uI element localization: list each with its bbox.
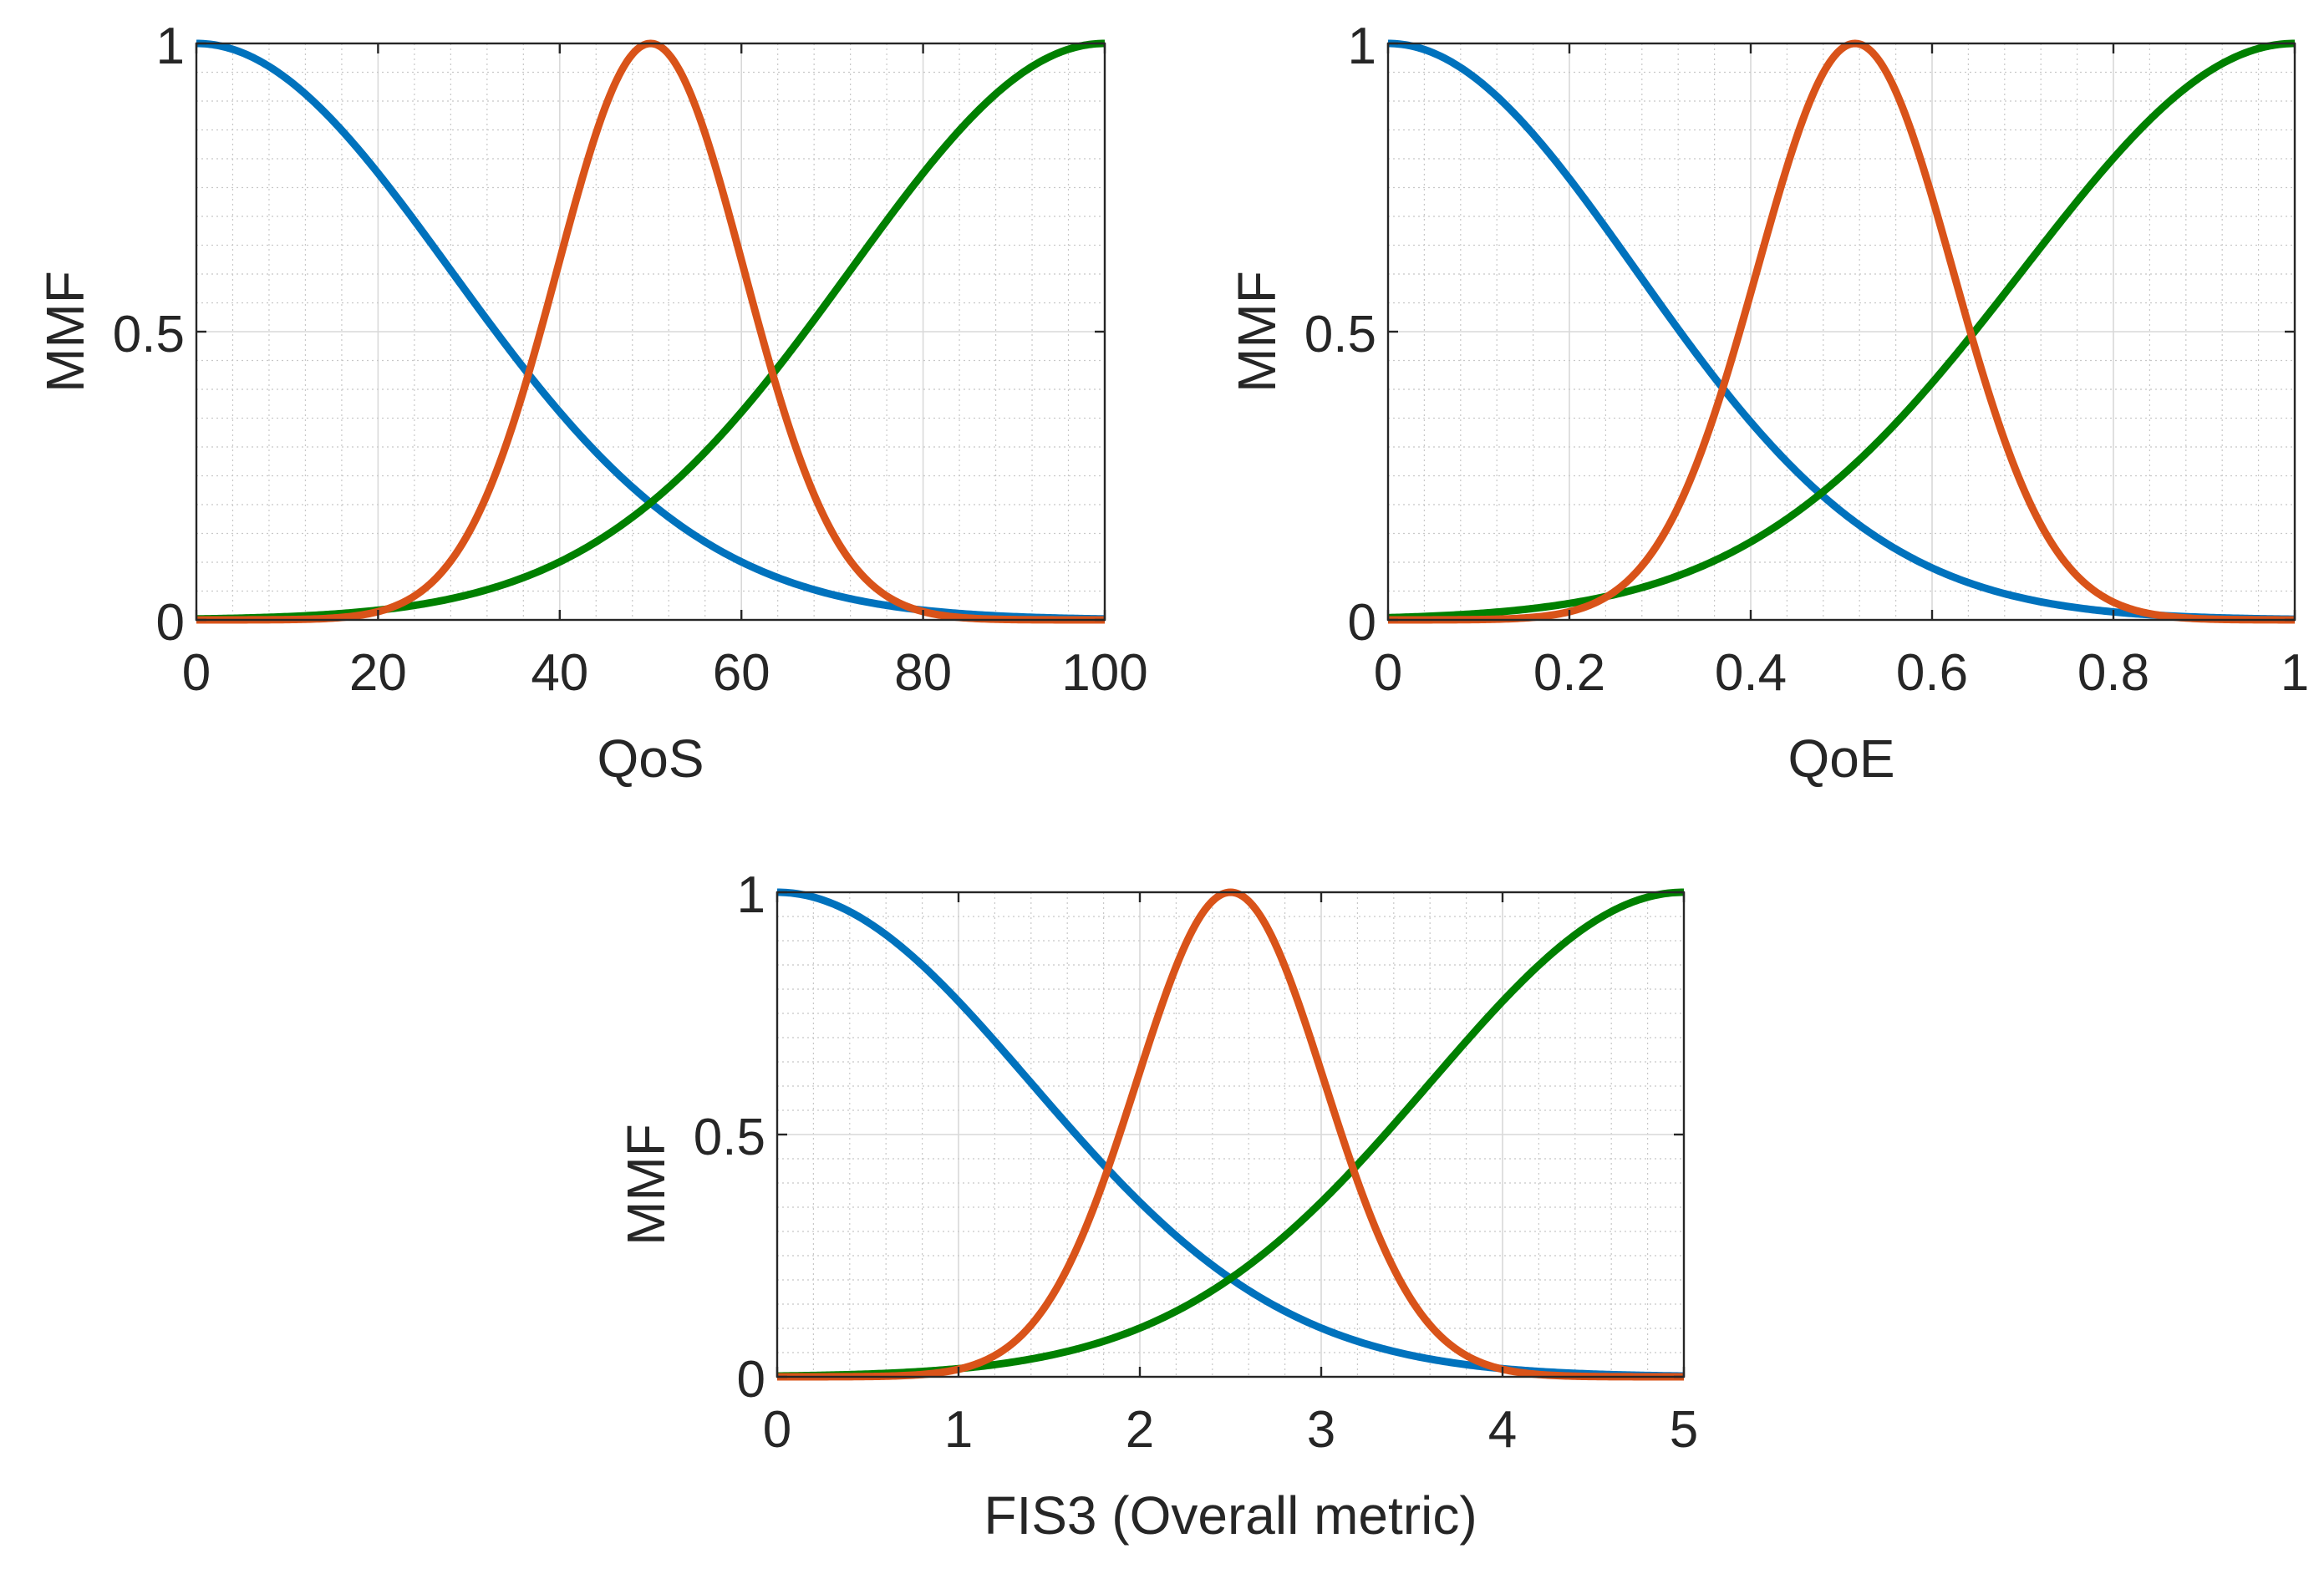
qos-high-curve xyxy=(195,39,1106,623)
qoe-ytick-label: 1 xyxy=(1348,18,1376,75)
qos-ytick-label: 0.5 xyxy=(113,306,185,363)
fis3-xtick-label: 5 xyxy=(1670,1401,1698,1459)
fis3-xtick-label: 3 xyxy=(1307,1401,1335,1459)
qos-tick-marks xyxy=(195,42,1106,622)
qoe-ytick-label: 0 xyxy=(1348,594,1376,652)
fis3-ytick-label: 1 xyxy=(737,866,765,924)
qos-xtick-label: 80 xyxy=(894,644,952,702)
qos-chart: 0 20 40 60 80 100 0 0.5 1 QoS MMF xyxy=(35,18,1148,789)
fis3-xtick-label: 0 xyxy=(763,1401,791,1459)
fis3-tick-marks xyxy=(776,891,1686,1378)
qoe-xtick-label: 0.8 xyxy=(2077,644,2149,702)
qoe-medium-curve xyxy=(1386,39,2296,624)
qos-grid xyxy=(196,43,1105,620)
qoe-y-axis-label: MMF xyxy=(1227,271,1287,393)
qos-ytick-label: 1 xyxy=(156,18,185,75)
qoe-tick-marks xyxy=(1386,42,2296,622)
fis3-y-axis-label: MMF xyxy=(616,1124,676,1246)
qoe-xtick-label: 0.2 xyxy=(1533,644,1605,702)
fis3-xtick-label: 4 xyxy=(1488,1401,1517,1459)
qoe-curves xyxy=(1386,39,2296,624)
qoe-chart: 0 0.2 0.4 0.6 0.8 1 0 0.5 1 QoE MMF xyxy=(1227,18,2309,789)
qoe-xtick-label: 0.6 xyxy=(1896,644,1968,702)
fis3-x-axis-label: FIS3 (Overall metric) xyxy=(984,1485,1477,1546)
qos-y-axis-label: MMF xyxy=(35,271,95,393)
qos-xtick-label: 0 xyxy=(182,644,211,702)
qos-xtick-label: 20 xyxy=(349,644,407,702)
qoe-grid xyxy=(1388,43,2295,620)
qos-x-axis-label: QoS xyxy=(597,729,704,789)
qos-xtick-label: 60 xyxy=(713,644,770,702)
fis3-ytick-label: 0.5 xyxy=(694,1109,765,1166)
fis3-xtick-label: 1 xyxy=(944,1401,973,1459)
qoe-x-axis-label: QoE xyxy=(1787,729,1894,789)
fis3-ytick-label: 0 xyxy=(737,1351,765,1409)
fis3-grid xyxy=(777,892,1684,1377)
qoe-xtick-label: 0.4 xyxy=(1715,644,1787,702)
fis3-chart: 0 1 2 3 4 5 0 0.5 1 FIS3 (Overall metric… xyxy=(616,866,1698,1546)
qoe-xtick-label: 1 xyxy=(2281,644,2309,702)
qoe-ytick-label: 0.5 xyxy=(1304,306,1376,363)
fis3-xtick-label: 2 xyxy=(1126,1401,1154,1459)
qoe-high-curve xyxy=(1386,39,2296,622)
qos-ytick-label: 0 xyxy=(156,594,185,652)
qoe-xtick-label: 0 xyxy=(1374,644,1402,702)
qos-xtick-label: 100 xyxy=(1061,644,1147,702)
qos-xtick-label: 40 xyxy=(531,644,588,702)
